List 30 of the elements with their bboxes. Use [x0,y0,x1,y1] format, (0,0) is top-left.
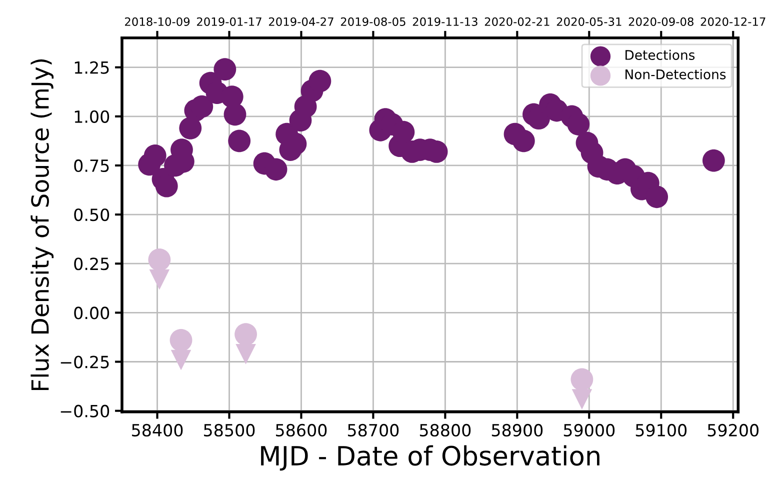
y-tick-label: 0.00 [74,306,110,320]
legend-label: Non-Detections [626,69,726,80]
x-tick-label: 58600 [276,424,327,437]
x2-tick-label: 2020-05-31 [556,17,622,26]
x2-tick-label: 2018-10-09 [125,17,190,26]
x-tick-label: 59100 [636,424,687,437]
y-tick-label: −0.25 [60,356,109,368]
y-tick-label: 0.25 [74,258,109,270]
x2-tick-label: 2020-02-21 [484,17,550,26]
x2-tick-label: 2019-04-27 [268,17,334,26]
x-tick-label: 58500 [204,424,255,437]
y-tick-label: 1.00 [74,110,110,123]
x-tick-label: 59000 [564,424,615,437]
x-tick-label: 58700 [348,424,399,437]
y-axis-title: Flux Density of Source (mJy) [30,59,54,390]
y-tick-label: −0.50 [60,404,110,418]
x2-tick-label: 2020-12-17 [700,17,766,26]
x2-tick-label: 2019-08-05 [340,17,406,26]
x-tick-label: 58400 [132,424,183,437]
y-tick-label: 1.25 [74,61,109,74]
x2-tick-label: 2019-11-13 [412,17,478,26]
x2-tick-label: 2019-01-17 [196,17,262,26]
y-tick-label: 0.50 [74,208,110,222]
x-tick-label: 58800 [420,424,471,437]
legend-label: Detections [626,50,695,60]
x-tick-label: 58900 [492,424,543,437]
x2-tick-label: 2020-09-08 [628,17,694,26]
x-axis-title: MJD - Date of Observation [261,445,600,471]
y-tick-label: 0.75 [74,159,109,172]
x-tick-label: 59200 [708,424,759,437]
